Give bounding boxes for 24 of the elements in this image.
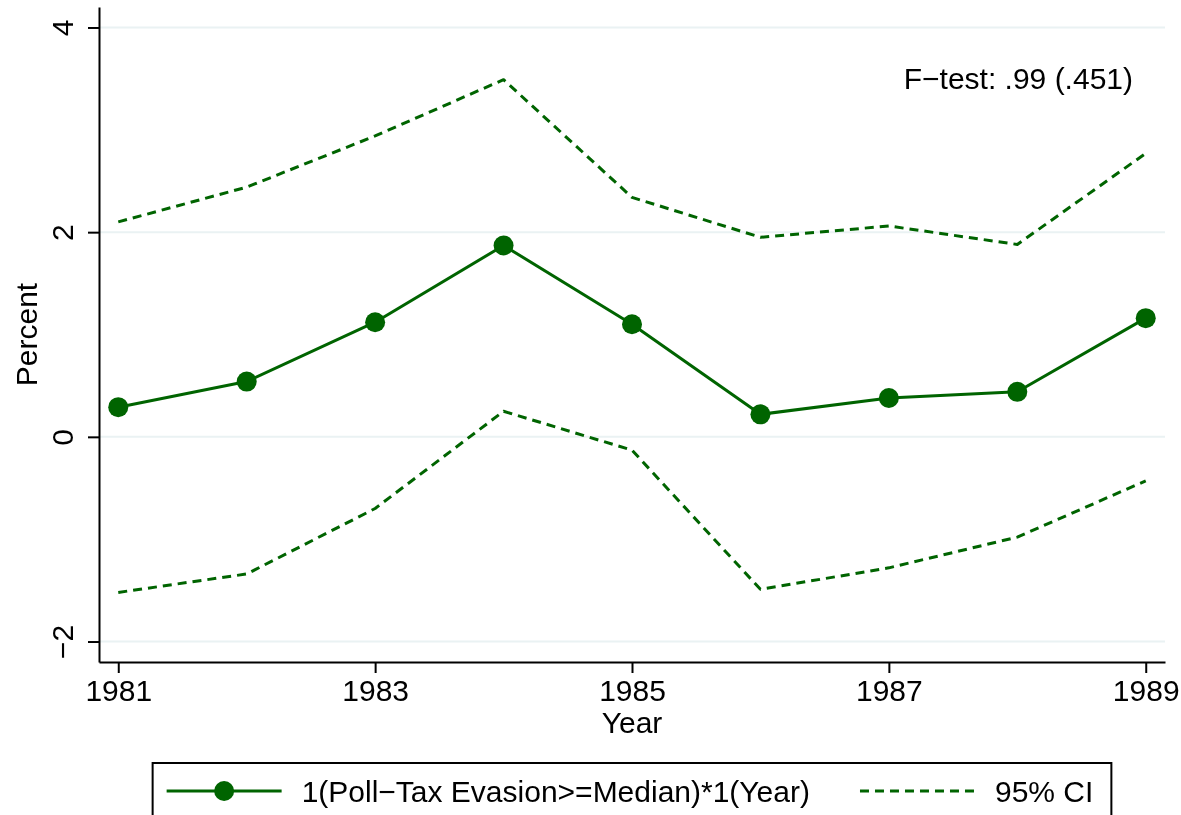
y-tick-label: 0: [46, 429, 79, 446]
x-tick-label: 1989: [1112, 674, 1180, 708]
x-axis-title: Year: [601, 706, 663, 739]
y-tick-label: 2: [46, 224, 79, 241]
x-tick-label: 1985: [599, 674, 666, 708]
point: [622, 314, 642, 335]
legend-label: 95% CI: [994, 774, 1094, 808]
y-axis-title: Percent: [10, 282, 43, 387]
y-tick-label: −2: [46, 624, 79, 660]
point: [750, 404, 771, 425]
y-tick-label: 4: [46, 19, 79, 37]
point: [493, 235, 514, 256]
x-tick-label: 1987: [855, 674, 923, 708]
point: [1135, 308, 1156, 329]
point: [1007, 381, 1028, 402]
line-series: [116, 409, 1148, 594]
point: [365, 312, 386, 333]
point: [878, 387, 899, 408]
annotation: F−test: .99 (.451): [903, 62, 1133, 95]
x-tick-label: 1983: [342, 674, 410, 708]
point: [108, 397, 129, 418]
point: [236, 371, 257, 392]
legend-label: 1(Poll−Tax Evasion>=Median)*1(Year): [301, 774, 810, 808]
x-tick-label: 1981: [85, 674, 153, 708]
